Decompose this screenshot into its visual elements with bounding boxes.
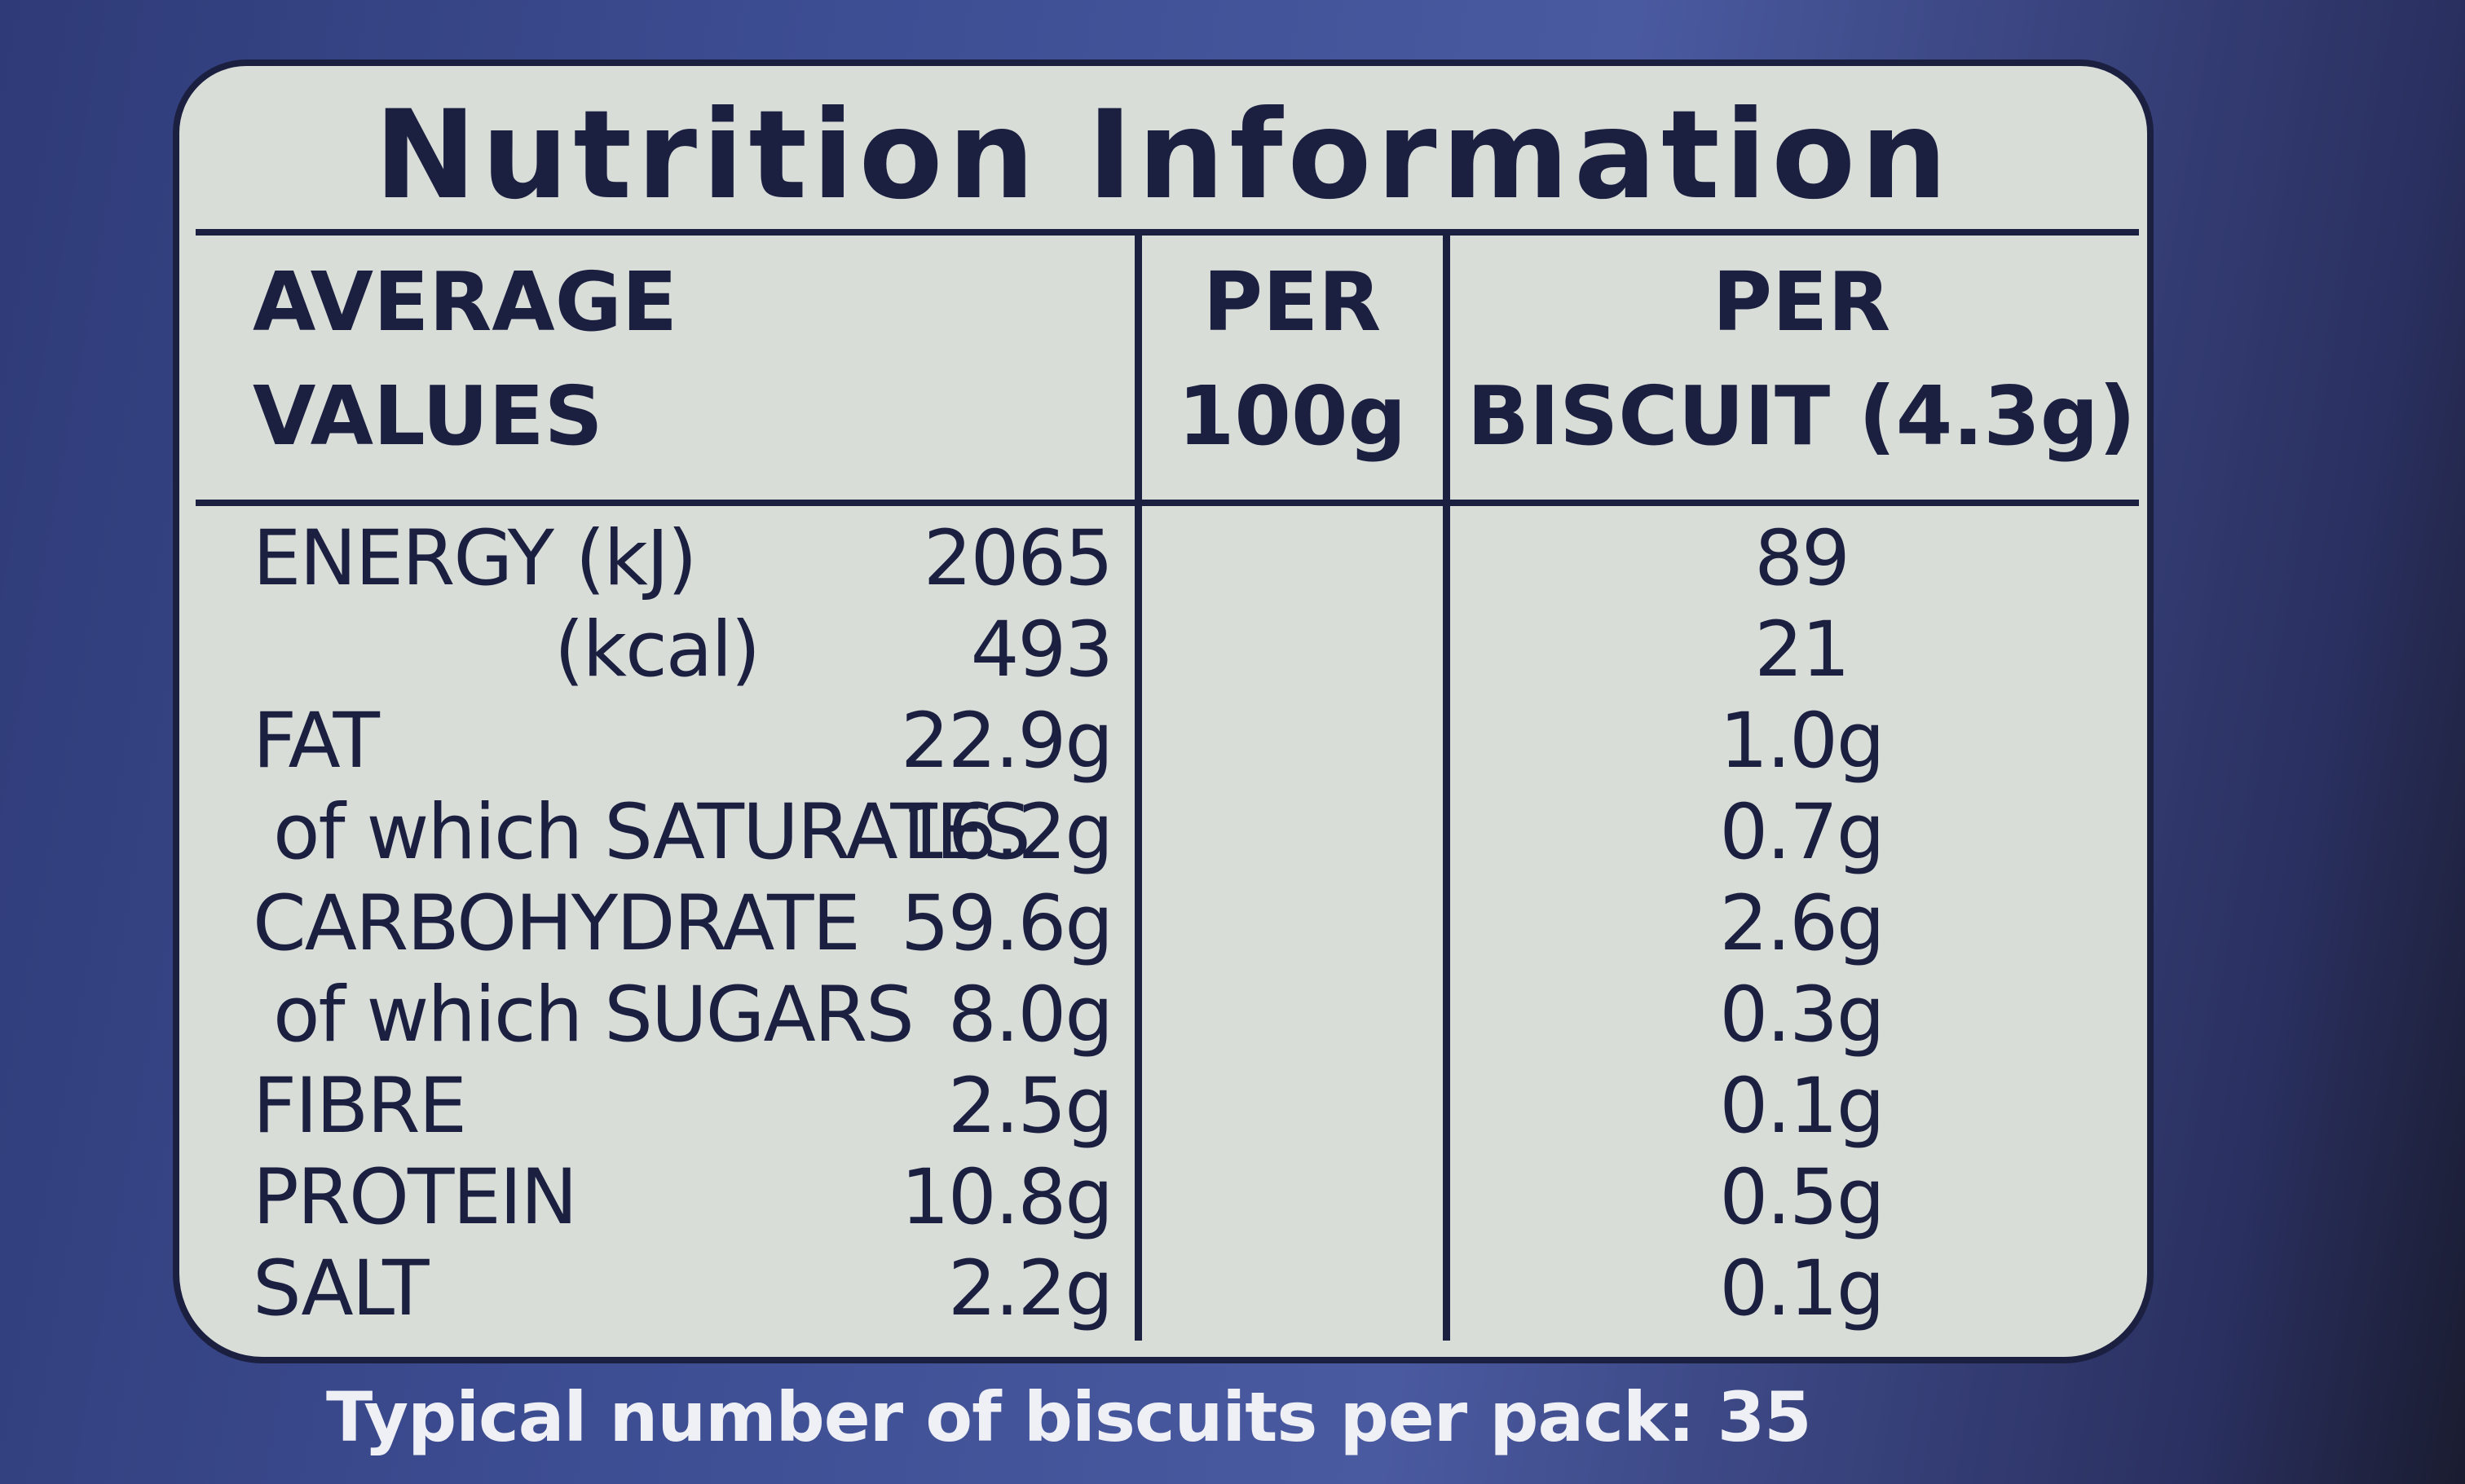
column-rule [1135,229,1142,1341]
header-cell: PER [1712,254,1891,350]
nutrient-value: 493 [970,605,1113,694]
nutrient-name: of which SATURATES [273,788,1031,877]
header-cell: PER [1202,254,1382,350]
nutrient-value: 0.3g [1719,971,1885,1059]
nutrient-value: 16.2g [901,788,1113,877]
header-cell: AVERAGE [253,254,678,350]
nutrient-name: PROTEIN [253,1153,578,1242]
nutrient-value: 2.5g [947,1062,1113,1151]
nutrient-value: 59.6g [901,879,1113,968]
nutrient-name: FAT [253,697,380,786]
nutrient-value: 0.1g [1719,1062,1885,1151]
nutrient-value: 0.7g [1719,788,1885,877]
nutrient-name: SALT [253,1244,430,1333]
nutrient-name: ENERGY (kJ) [253,514,697,603]
footer: Typical number of biscuits per pack: 35 [326,1377,1812,1457]
nutrient-value: 22.9g [901,697,1113,786]
nutrient-name: (kcal) [554,605,761,694]
header-cell: 100g [1177,368,1407,464]
nutrient-name: of which SUGARS [273,971,915,1059]
header-cell: VALUES [253,368,603,464]
nutrient-value: 10.8g [901,1153,1113,1242]
rule [196,229,2139,236]
nutrient-value: 21 [1754,605,1850,694]
title: Nutrition Information [374,85,1952,227]
nutrient-value: 1.0g [1719,697,1885,786]
nutrition-label: Nutrition Information AVERAGE VALUES PER 10… [173,59,2154,1363]
nutrient-name: CARBOHYDRATE [253,879,861,968]
nutrient-value: 2.6g [1719,879,1885,968]
nutrient-value: 89 [1754,514,1850,603]
nutrient-value: 2065 [923,514,1113,603]
nutrient-value: 8.0g [947,971,1113,1059]
nutrient-name: FIBRE [253,1062,467,1151]
nutrient-value: 2.2g [947,1244,1113,1333]
header-cell: BISCUIT (4.3g) [1466,368,2136,464]
nutrient-value: 0.5g [1719,1153,1885,1242]
column-rule [1443,229,1450,1341]
nutrient-value: 0.1g [1719,1244,1885,1333]
rule [196,500,2139,506]
